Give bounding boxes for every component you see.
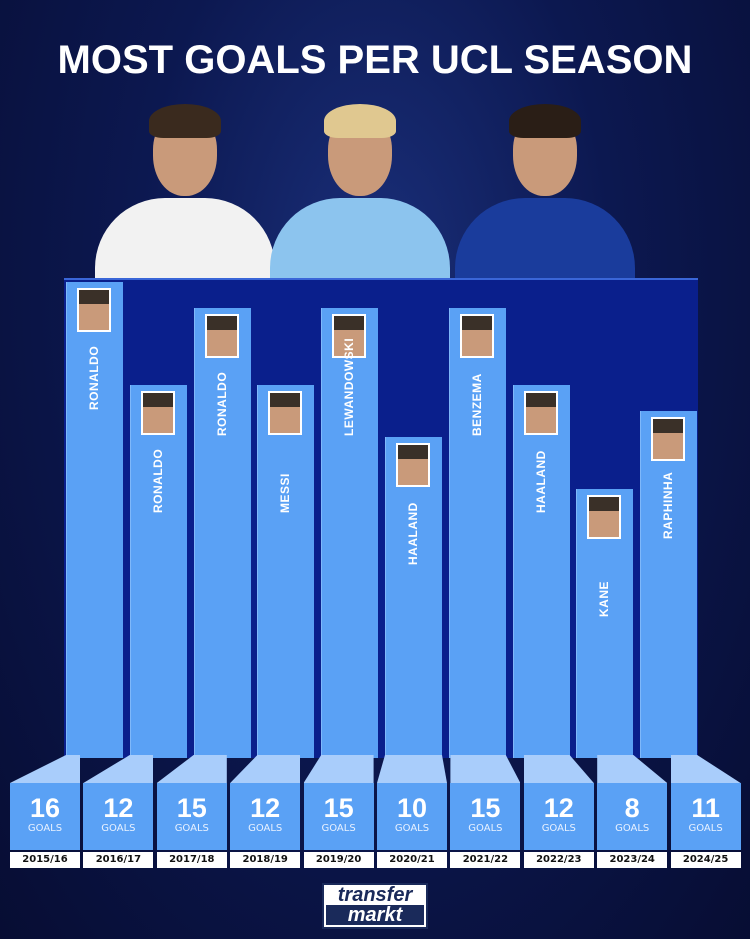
player-thumbnail (204, 313, 239, 358)
goals-value: 15 (470, 793, 501, 823)
base-top (450, 755, 521, 783)
bar-2017/18 (193, 307, 251, 758)
bar-2018/19 (257, 385, 315, 758)
goals-unit-label: GOALS (174, 823, 209, 834)
season-label: 2022/23 (523, 852, 594, 868)
goals-unit-label: GOALS (615, 823, 650, 834)
goals-unit-label: GOALS (101, 823, 136, 834)
bar-2021/22 (448, 307, 506, 758)
player-name-label: HAALAND (406, 502, 420, 565)
base-top (10, 755, 80, 783)
player-kit (95, 198, 275, 280)
player-photo-haaland (270, 100, 450, 280)
goals-unit-label: GOALS (468, 823, 503, 834)
season-label: 2024/25 (670, 852, 741, 868)
goals-box-2015/16: 16 GOALS (10, 783, 80, 850)
goals-unit-label: GOALS (394, 823, 430, 834)
player-thumbnail (523, 391, 558, 436)
player-thumbnail (332, 313, 367, 358)
goals-box-2023/24: 8 GOALS (597, 783, 668, 850)
season-label: 2023/24 (597, 852, 668, 868)
goals-unit-label: GOALS (27, 823, 63, 834)
base-top (670, 755, 741, 783)
season-label: 2016/17 (83, 852, 154, 868)
player-hair (149, 104, 221, 138)
base-top (303, 755, 374, 783)
goals-box-2021/22: 15 GOALS (450, 783, 521, 850)
goals-unit-label: GOALS (688, 823, 723, 834)
goals-box-2024/25: 11 GOALS (670, 783, 741, 850)
goals-value: 12 (103, 793, 134, 823)
player-hair (324, 104, 396, 138)
player-name-label: KANE (597, 580, 612, 617)
bar-2016/17 (129, 385, 187, 758)
bar-2020/21 (385, 437, 442, 758)
transfermarkt-logo: transfer markt (322, 883, 428, 929)
player-thumbnail (651, 417, 686, 462)
player-thumbnail (268, 391, 303, 436)
season-label: 2020/21 (377, 852, 447, 868)
player-name-label: RAPHINHA (661, 471, 676, 540)
player-thumbnail (140, 391, 175, 436)
player-name-label: RONALDO (87, 345, 101, 410)
player-name-label: HAALAND (533, 450, 548, 514)
bar-2024/25 (640, 411, 698, 758)
player-thumbnail (459, 313, 494, 358)
goals-unit-label: GOALS (248, 823, 283, 834)
season-label: 2017/18 (156, 852, 227, 868)
player-thumbnail (77, 287, 111, 332)
goals-value: 16 (29, 793, 61, 823)
bar-2022/23 (512, 385, 570, 758)
bar-2015/16 (66, 281, 123, 758)
player-thumbnail (587, 494, 622, 539)
goals-box-2020/21: 10 GOALS (377, 783, 447, 850)
goals-value: 8 (624, 793, 640, 823)
goals-value: 12 (250, 793, 281, 823)
player-name-label: RONALDO (150, 449, 165, 514)
player-photo-ronaldo (95, 100, 275, 280)
goals-value: 15 (176, 793, 207, 823)
logo-line2: markt (326, 905, 424, 925)
player-name-label: RONALDO (214, 371, 229, 436)
goals-box-2018/19: 12 GOALS (230, 783, 301, 850)
goals-value: 12 (543, 793, 574, 823)
player-name-label: LEWANDOWSKI (342, 337, 357, 436)
goals-value: 11 (691, 793, 720, 823)
goals-box-2019/20: 15 GOALS (303, 783, 374, 850)
season-label: 2018/19 (230, 852, 301, 868)
base-top (377, 755, 447, 783)
goals-unit-label: GOALS (541, 823, 576, 834)
goals-unit-label: GOALS (321, 823, 356, 834)
goals-value: 10 (396, 793, 428, 823)
goals-box-2022/23: 12 GOALS (523, 783, 594, 850)
player-photo-raphinha (455, 100, 635, 280)
player-kit (455, 198, 635, 280)
base-top (523, 755, 594, 783)
logo-line1: transfer (337, 884, 413, 906)
player-kit (270, 198, 450, 280)
base-top (156, 755, 227, 783)
base-top (230, 755, 301, 783)
player-name-label: BENZEMA (469, 372, 484, 436)
bar-2019/20 (321, 307, 379, 758)
chart-title: MOST GOALS PER UCL SEASON (57, 38, 693, 82)
goals-box-2016/17: 12 GOALS (83, 783, 154, 850)
goals-box-2017/18: 15 GOALS (156, 783, 227, 850)
player-name-label: MESSI (278, 473, 293, 514)
base-top (597, 755, 668, 783)
season-label: 2021/22 (450, 852, 521, 868)
player-hair (509, 104, 581, 138)
player-thumbnail (396, 443, 430, 487)
season-label: 2015/16 (10, 852, 80, 868)
goals-value: 15 (323, 793, 354, 823)
season-label: 2019/20 (303, 852, 374, 868)
base-top (83, 755, 154, 783)
